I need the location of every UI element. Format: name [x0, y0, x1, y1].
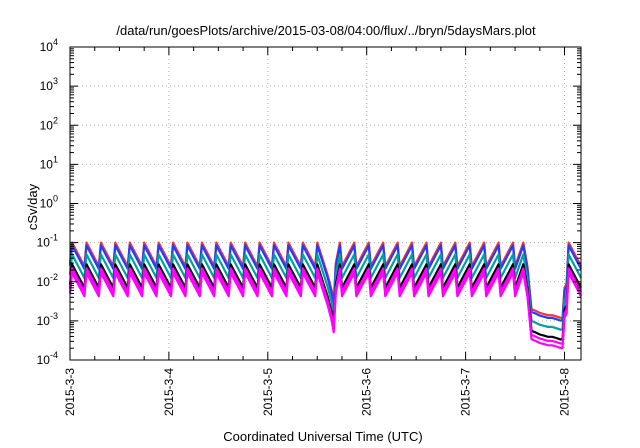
y-tick-label: 10-1: [37, 233, 58, 250]
y-tick-label: 10-2: [37, 272, 58, 289]
x-tick-label: 2015-3-6: [360, 368, 374, 416]
x-tick-label: 2015-3-4: [162, 368, 176, 416]
y-axis-label: cSv/day: [25, 183, 40, 230]
y-tick-label: 100: [40, 194, 58, 211]
x-tick-labels: 2015-3-3 2015-3-4 2015-3-5 2015-3-6 2015-3-7…: [63, 368, 572, 416]
y-tick-label: 10-3: [37, 311, 58, 328]
axis-ticks: [69, 46, 581, 361]
y-tick-label: 101: [40, 154, 58, 171]
series-line: [68, 253, 582, 331]
chart-title: /data/run/goesPlots/archive/2015-03-08/0…: [116, 23, 536, 38]
x-tick-label: 2015-3-8: [558, 368, 572, 416]
y-tick-labels: 10-4 10-3 10-2 10-1 100 101 102 103 104: [37, 37, 58, 367]
series-line: [68, 244, 582, 322]
x-tick-label: 2015-3-3: [63, 368, 77, 416]
x-tick-label: 2015-3-7: [459, 368, 473, 416]
grid-lines: [70, 47, 581, 360]
y-tick-label: 102: [40, 115, 58, 132]
y-tick-label: 103: [40, 76, 58, 93]
x-axis-label: Coordinated Universal Time (UTC): [223, 429, 422, 444]
y-tick-label: 104: [40, 37, 58, 54]
series-lines: [68, 241, 582, 349]
x-tick-label: 2015-3-5: [261, 368, 275, 416]
y-tick-label: 10-4: [37, 350, 58, 367]
series-line: [68, 271, 582, 349]
